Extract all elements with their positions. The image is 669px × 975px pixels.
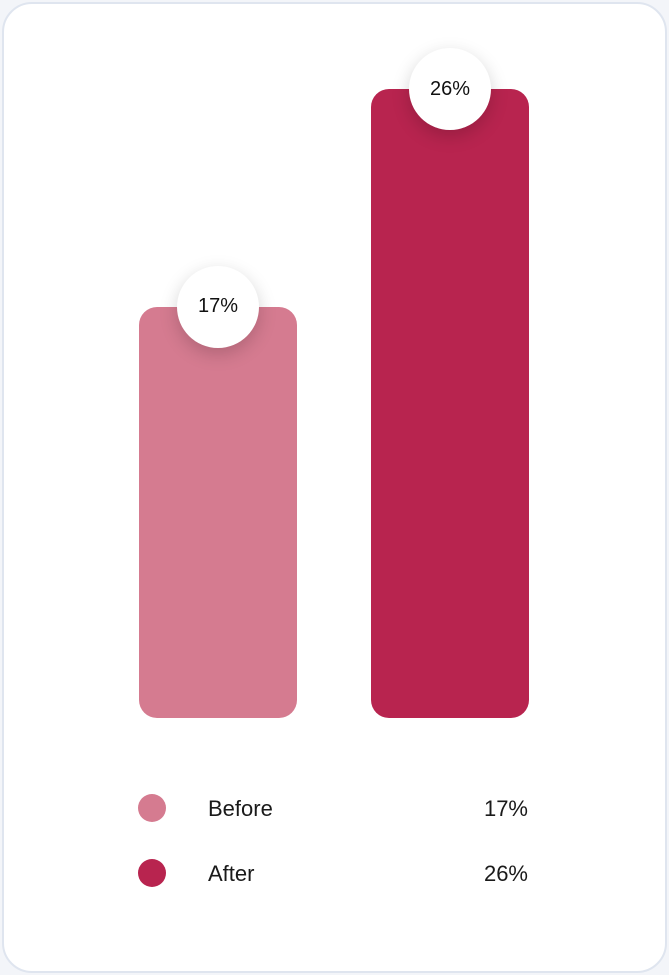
bar-after (371, 89, 529, 718)
bar-chart: 17% 26% (139, 48, 529, 718)
data-label-after: 26% (409, 48, 491, 130)
data-label-before: 17% (177, 265, 259, 348)
bar-before (139, 306, 297, 718)
